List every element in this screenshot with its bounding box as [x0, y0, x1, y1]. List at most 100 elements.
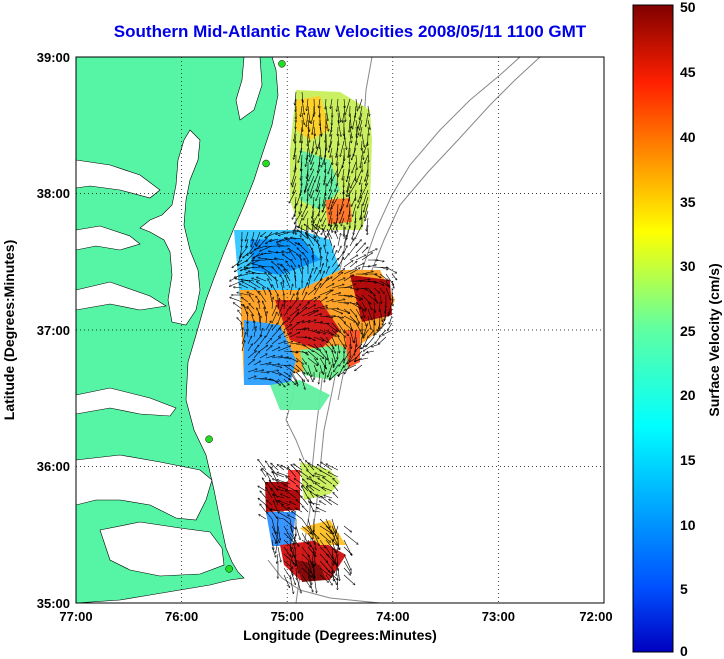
- velocity-vector: [295, 560, 299, 573]
- velocity-vector: [319, 546, 329, 556]
- velocity-vector: [332, 189, 339, 203]
- velocity-vector: [292, 511, 303, 520]
- velocity-vector: [361, 294, 371, 304]
- velocity-vector: [272, 285, 279, 296]
- velocity-vector: [356, 168, 363, 182]
- velocity-vector: [275, 258, 285, 261]
- velocity-vector: [233, 303, 243, 310]
- velocity-vector: [349, 301, 361, 309]
- velocity-vector: [265, 364, 279, 365]
- velocity-vector: [331, 272, 343, 282]
- velocity-vector: [315, 232, 321, 240]
- velocity-vector: [284, 301, 285, 310]
- velocity-vector: [295, 574, 301, 593]
- velocity-vector: [325, 525, 334, 534]
- velocity-vector: [336, 154, 339, 165]
- colorbar-tick-label: 25: [680, 323, 696, 339]
- velocity-vector: [301, 378, 305, 390]
- velocity-vector: [356, 154, 357, 170]
- velocity-vector: [331, 350, 336, 362]
- velocity-vector: [337, 161, 338, 176]
- velocity-vector: [301, 539, 311, 547]
- velocity-vector: [260, 245, 273, 251]
- velocity-vector: [366, 112, 369, 127]
- velocity-vector: [378, 336, 387, 344]
- velocity-vector: [343, 574, 355, 585]
- velocity-vector: [325, 357, 327, 368]
- velocity-vector: [307, 98, 309, 111]
- velocity-vector: [344, 98, 345, 108]
- velocity-vector: [325, 266, 329, 275]
- velocity-vector: [247, 312, 248, 324]
- velocity-vector: [277, 480, 291, 485]
- velocity-vector: [343, 329, 349, 336]
- velocity-vector: [343, 227, 345, 240]
- velocity-vector: [313, 350, 324, 359]
- station-marker: [225, 565, 233, 573]
- colorbar-tick-label: 50: [680, 0, 696, 15]
- velocity-vector: [365, 154, 369, 164]
- velocity-vector: [308, 498, 315, 506]
- velocity-vector: [265, 378, 278, 382]
- velocity-vector: [324, 371, 327, 382]
- velocity-vector: [349, 308, 357, 317]
- colorbar-tick-label: 0: [680, 643, 688, 659]
- velocity-vector: [264, 307, 267, 317]
- velocity-vector: [307, 105, 310, 123]
- velocity-vector: [283, 378, 289, 385]
- velocity-vector: [355, 119, 358, 135]
- velocity-vector: [338, 371, 345, 376]
- velocity-vector: [319, 297, 327, 303]
- velocity-vector: [331, 357, 333, 366]
- velocity-vector: [337, 329, 346, 337]
- velocity-vector: [355, 343, 363, 352]
- velocity-vector: [337, 336, 346, 349]
- velocity-vector: [252, 278, 261, 282]
- velocity-vector: [246, 238, 249, 248]
- velocity-vector: [239, 284, 249, 289]
- velocity-vector: [356, 336, 357, 347]
- velocity-vector: [307, 276, 311, 289]
- velocity-vector: [361, 182, 362, 191]
- x-tick-label: 72:00: [579, 609, 612, 624]
- velocity-vector: [267, 500, 273, 506]
- velocity-vector: [349, 154, 350, 164]
- velocity-vector: [330, 126, 333, 136]
- y-axis-label: Latitude (Degrees:Minutes): [1, 240, 17, 420]
- velocity-vector: [337, 350, 338, 359]
- velocity-vector: [295, 357, 303, 364]
- velocity-vector: [300, 255, 303, 268]
- velocity-vector: [322, 487, 333, 492]
- velocity-vector: [289, 553, 294, 564]
- velocity-vector: [301, 140, 303, 153]
- velocity-vector: [331, 299, 345, 303]
- velocity-vector: [319, 343, 327, 353]
- velocity-vector: [256, 238, 261, 246]
- velocity-vector: [337, 301, 349, 304]
- velocity-vector: [307, 364, 312, 377]
- velocity-vector: [355, 315, 359, 323]
- velocity-vector: [289, 378, 296, 385]
- velocity-vector: [260, 316, 261, 331]
- velocity-vector: [319, 98, 321, 108]
- velocity-vector: [361, 266, 370, 267]
- y-tick-label: 38:00: [37, 186, 70, 201]
- velocity-vector: [313, 284, 321, 296]
- velocity-vector: [336, 560, 339, 576]
- velocity-vector: [331, 329, 339, 337]
- velocity-vector: [283, 281, 284, 289]
- velocity-vector: [301, 350, 308, 355]
- velocity-vector: [366, 336, 375, 347]
- velocity-vector: [306, 461, 315, 471]
- velocity-vector: [336, 210, 339, 226]
- velocity-vector: [259, 363, 271, 366]
- velocity-vector: [273, 494, 279, 506]
- velocity-vector: [313, 364, 317, 372]
- velocity-vector: [379, 280, 388, 286]
- velocity-vector: [352, 203, 357, 217]
- velocity-vector: [343, 268, 357, 275]
- velocity-vector: [307, 532, 315, 545]
- velocity-vector: [279, 238, 291, 242]
- colorbar-tick-label: 15: [680, 452, 696, 468]
- velocity-vector: [355, 279, 370, 282]
